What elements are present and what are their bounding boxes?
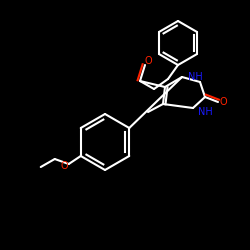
Text: O: O — [61, 161, 68, 171]
Text: O: O — [219, 97, 227, 107]
Text: O: O — [144, 56, 152, 66]
Text: NH: NH — [188, 72, 202, 82]
Text: NH: NH — [198, 107, 213, 117]
